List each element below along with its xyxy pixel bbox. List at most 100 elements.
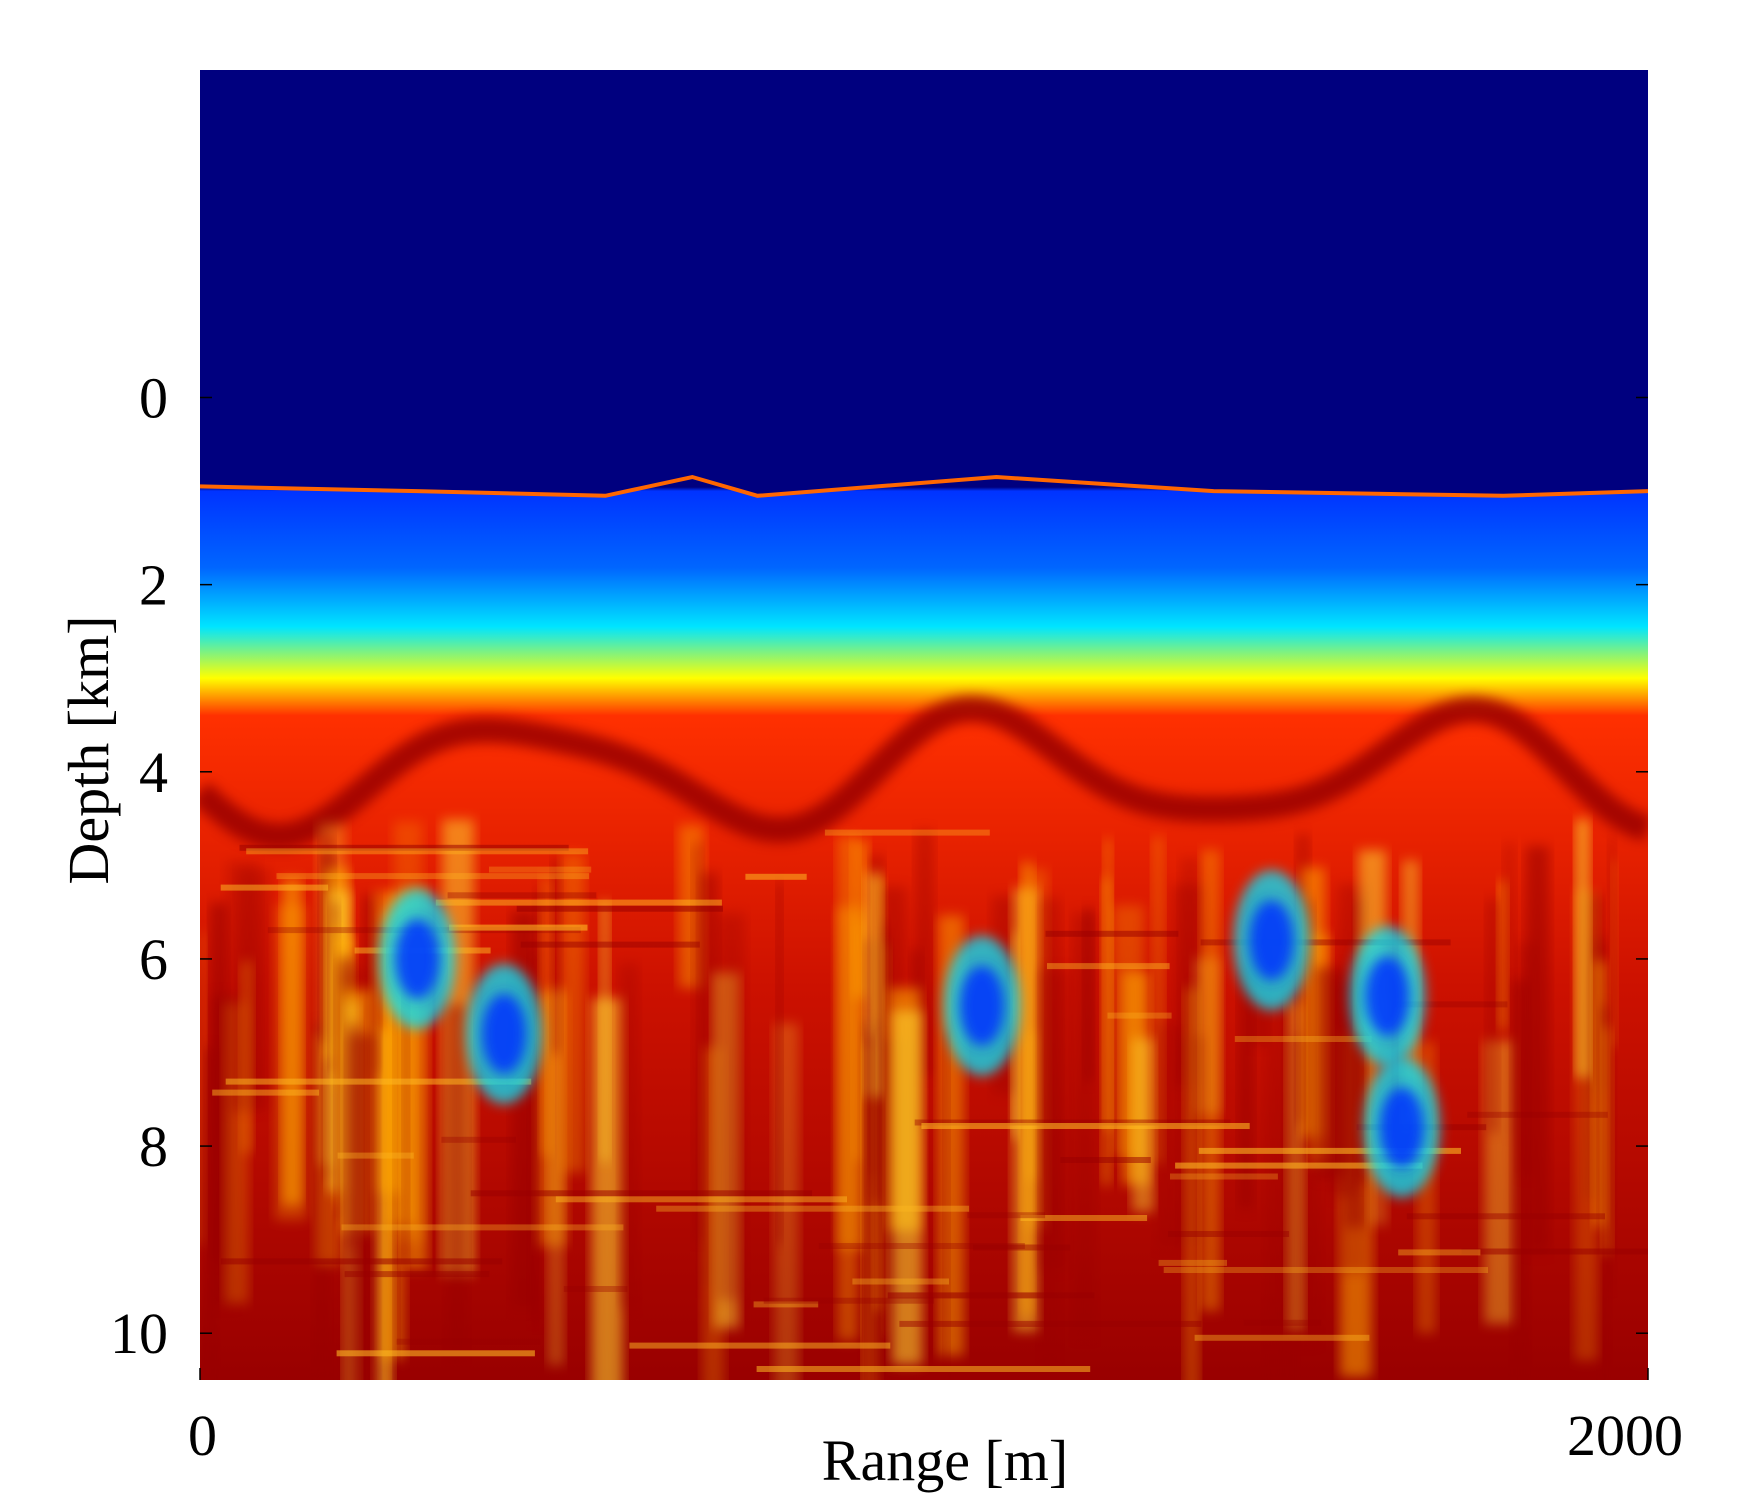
texture-striation <box>745 873 807 880</box>
texture-striation <box>887 1292 1095 1299</box>
texture-streak <box>240 961 254 1153</box>
texture-streak <box>528 950 538 1320</box>
texture-striation <box>341 1224 624 1231</box>
anomaly-core <box>1365 956 1410 1037</box>
anomaly-layer <box>379 870 1440 1198</box>
texture-striation <box>441 1136 516 1143</box>
texture-striation <box>1198 1147 1461 1154</box>
texture-striation <box>435 899 722 906</box>
texture-striation <box>824 829 990 836</box>
texture-striation <box>447 892 597 899</box>
texture-striation <box>1020 1215 1148 1221</box>
texture-striation <box>753 1301 819 1308</box>
texture-streak <box>1184 987 1200 1380</box>
texture-streak <box>716 913 745 1300</box>
texture-streak <box>1497 880 1508 1030</box>
texture-streak <box>205 1047 218 1380</box>
y-tick-label: 8 <box>139 1114 168 1179</box>
texture-striation <box>1170 1173 1278 1180</box>
texture-streak <box>1305 900 1315 1151</box>
texture-striation <box>1467 1111 1608 1118</box>
texture-striation <box>396 1338 541 1345</box>
texture-streak <box>1020 861 1034 1316</box>
texture-striation <box>756 1366 1091 1372</box>
texture-striation <box>899 1320 1202 1327</box>
texture-streak <box>561 853 585 1173</box>
texture-striation <box>763 1297 934 1304</box>
y-tick-label: 6 <box>139 927 168 992</box>
texture-streak <box>1201 849 1221 1311</box>
texture-striation <box>337 1152 414 1159</box>
x-axis-ticks: 0 2000 <box>188 1368 1683 1468</box>
texture-streak <box>865 1035 874 1380</box>
texture-streak <box>1575 819 1590 1078</box>
y-axis-label: Depth [km] <box>56 616 121 885</box>
texture-striation <box>516 905 723 912</box>
texture-streak <box>1503 843 1516 1135</box>
band-layer <box>200 70 1648 850</box>
y-axis-ticks: 0 2 4 6 8 10 <box>110 366 1648 1366</box>
texture-striation <box>1243 1319 1322 1326</box>
texture-streak <box>1156 1022 1184 1249</box>
x-tick-label: 0 <box>188 1403 217 1468</box>
texture-streak <box>446 1004 468 1360</box>
texture-streak <box>619 963 639 1308</box>
texture-streak <box>599 901 610 1162</box>
texture-striation <box>1393 1001 1508 1008</box>
texture-striation <box>344 1271 490 1278</box>
x-tick-label: 2000 <box>1567 1403 1683 1468</box>
texture-striation <box>1461 1248 1648 1255</box>
texture-streak <box>1101 878 1112 1185</box>
water-column <box>200 70 1648 496</box>
seafloor-line <box>200 474 1648 498</box>
texture-streak <box>1083 908 1094 1082</box>
texture-striation <box>818 1243 1025 1249</box>
texture-striation <box>239 844 569 851</box>
texture-streak <box>1486 899 1499 1133</box>
texture-striation <box>1406 1213 1605 1220</box>
y-tick-label: 2 <box>139 553 168 618</box>
texture-striation <box>336 1350 535 1357</box>
texture-layer <box>200 819 1648 1380</box>
texture-striation <box>1194 1334 1370 1341</box>
plot-area <box>200 70 1648 1380</box>
texture-streak <box>1525 846 1550 1253</box>
texture-striation <box>520 941 700 948</box>
texture-striation <box>914 1119 1231 1126</box>
texture-streak <box>1315 967 1347 1179</box>
texture-striation <box>449 924 588 931</box>
anomaly-core <box>1249 900 1294 981</box>
texture-striation <box>246 848 589 855</box>
reflector-band <box>200 696 1648 850</box>
texture-striation <box>1200 939 1451 946</box>
texture-streak <box>891 1010 923 1365</box>
texture-striation <box>967 1212 1046 1219</box>
texture-streak <box>837 836 858 1341</box>
texture-striation <box>1047 963 1170 970</box>
texture-streak <box>539 876 553 1156</box>
texture-striation <box>276 873 590 880</box>
anomaly-core <box>1379 1087 1424 1168</box>
texture-striation <box>1158 1259 1227 1266</box>
texture-streak <box>692 843 703 1241</box>
texture-streak <box>200 932 207 1245</box>
texture-striation <box>1107 1012 1172 1019</box>
texture-striation <box>656 1205 970 1212</box>
texture-striation <box>212 1089 320 1096</box>
texture-streak <box>402 994 409 1266</box>
texture-striation <box>1398 1249 1481 1256</box>
texture-striation <box>470 1190 813 1197</box>
texture-striation <box>1045 930 1179 937</box>
texture-streak <box>551 857 562 1054</box>
texture-striation <box>1234 1036 1372 1042</box>
texture-striation <box>1163 1267 1488 1273</box>
texture-streak <box>1608 838 1616 1288</box>
texture-streak <box>348 1034 376 1380</box>
texture-striation <box>921 1123 1250 1129</box>
texture-streak <box>943 1030 950 1380</box>
texture-streak <box>1601 1027 1613 1254</box>
y-tick-label: 4 <box>139 740 168 805</box>
texture-streak <box>1611 860 1618 1047</box>
